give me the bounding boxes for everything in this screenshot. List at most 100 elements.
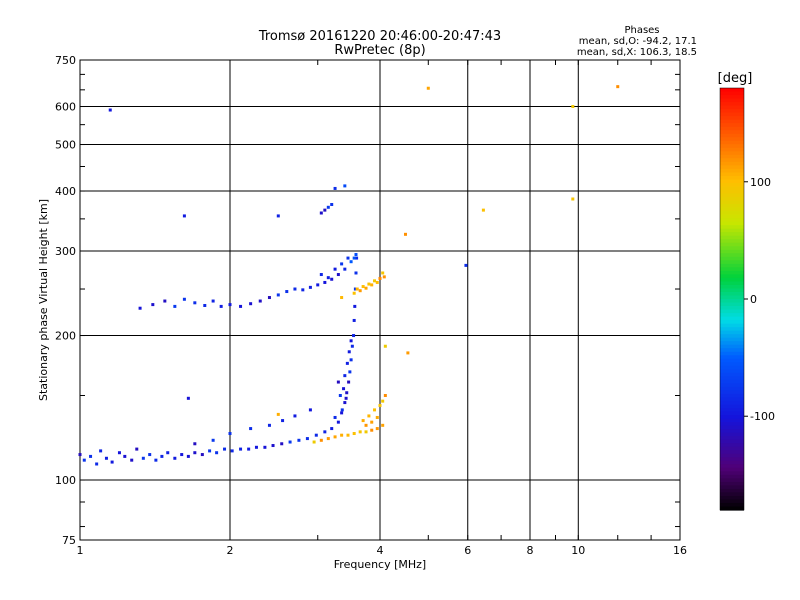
data-point-o [345,397,348,400]
data-point-o [89,455,92,458]
data-point-x [367,283,370,286]
colorbar-segment [720,485,744,489]
data-point-x [370,283,373,286]
data-point-x [406,351,409,354]
data-point-o [105,457,108,460]
colorbar-segment [720,127,744,131]
data-point-o [201,453,204,456]
y-axis-label: Stationary phase Virtual Height [km] [37,199,50,401]
data-point-o [163,300,166,303]
data-point-o [83,459,86,462]
colorbar-segment [720,408,744,412]
data-point-o [193,451,196,454]
data-point-o [347,381,350,384]
data-point-o [345,391,348,394]
colorbar-segment [720,412,744,416]
colorbar-segment [720,148,744,152]
colorbar-segment [720,197,744,201]
colorbar-segment [720,257,744,261]
data-point-o [109,109,112,112]
data-point-o [309,408,312,411]
colorbar-segment [720,183,744,187]
data-point-o [187,397,190,400]
data-point-o [123,455,126,458]
colorbar-segment [720,264,744,268]
data-point-o [183,214,186,217]
colorbar-segment [720,134,744,138]
colorbar-segment [720,303,744,307]
data-point-o [327,206,330,209]
data-point-o [239,305,242,308]
colorbar-segment [720,489,744,493]
colorbar-segment [720,359,744,363]
colorbar-segment [720,334,744,338]
data-point-o [231,449,234,452]
data-point-x [359,430,362,433]
colorbar-segment [720,201,744,205]
colorbar-segment [720,306,744,310]
colorbar-segment [720,362,744,366]
data-point-o [330,203,333,206]
colorbar-segment [720,267,744,271]
data-point-o [341,408,344,411]
data-point-o [193,442,196,445]
colorbar-segment [720,204,744,208]
colorbar-segment [720,355,744,359]
colorbar-segment [720,457,744,461]
y-tick-label: 200 [55,330,76,343]
colorbar-segment [720,151,744,155]
data-point-o [277,293,280,296]
data-point-x [376,427,379,430]
data-point-o [340,411,343,414]
data-point-o [323,281,326,284]
data-point-o [334,416,337,419]
data-point-o [212,439,215,442]
colorbar-segment [720,443,744,447]
colorbar-segment [720,366,744,370]
colorbar-segment [720,426,744,430]
data-point-o [173,305,176,308]
data-point-o [95,462,98,465]
data-point-o [337,273,340,276]
data-point-o [354,253,357,256]
data-point-x [571,198,574,201]
data-point-x [367,414,370,417]
colorbar-segment [720,123,744,127]
data-point-o [229,303,232,306]
colorbar-tick-label: 100 [750,176,771,189]
data-point-o [130,459,133,462]
data-point-o [135,448,138,451]
data-point-x [427,87,430,90]
data-point-o [297,439,300,442]
colorbar-segment [720,345,744,349]
data-point-o [353,319,356,322]
colorbar-segment [720,352,744,356]
data-point-o [223,448,226,451]
data-point-x [381,271,384,274]
data-point-o [154,459,157,462]
colorbar-segment [720,208,744,212]
colorbar-segment [720,271,744,275]
data-point-o [309,286,312,289]
colorbar-segment [720,158,744,162]
data-point-x [381,400,384,403]
data-point-o [239,448,242,451]
colorbar-segment [720,179,744,183]
colorbar-segment [720,260,744,264]
colorbar-segment [720,141,744,145]
colorbar-segment [720,320,744,324]
data-point-o [330,278,333,281]
data-point-x [376,416,379,419]
x-tick-label: 8 [527,544,534,557]
data-point-x [404,233,407,236]
colorbar-segment [720,162,744,166]
data-point-o [346,257,349,260]
x-tick-label: 10 [571,544,585,557]
data-point-x [353,292,356,295]
colorbar-segment [720,186,744,190]
data-point-o [464,264,467,267]
colorbar-segment [720,169,744,173]
data-point-o [139,307,142,310]
colorbar-segment [720,331,744,335]
